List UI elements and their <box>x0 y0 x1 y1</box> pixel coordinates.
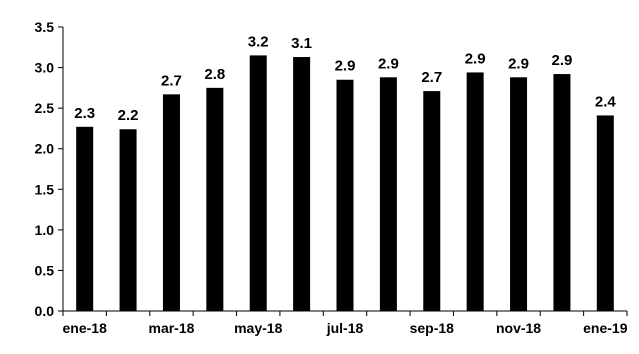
bar-value-label: 2.2 <box>118 107 139 124</box>
bar <box>423 91 441 311</box>
y-tick-label: 2.5 <box>35 100 55 116</box>
bar <box>293 57 311 311</box>
y-tick-label: 0.5 <box>35 262 55 278</box>
bar-value-label: 2.7 <box>161 72 182 89</box>
y-tick-label: 2.0 <box>35 141 55 157</box>
y-tick-label: 3.0 <box>35 60 55 76</box>
bar-value-label: 2.7 <box>421 69 442 86</box>
bar <box>466 72 484 311</box>
bar-value-label: 3.2 <box>248 33 269 50</box>
x-tick-label: nov-18 <box>496 320 541 336</box>
x-tick-label: ene-19 <box>583 320 628 336</box>
bar <box>553 74 571 311</box>
x-tick-label: sep-18 <box>410 320 455 336</box>
bar <box>510 77 528 312</box>
y-tick-label: 3.5 <box>35 19 55 35</box>
bar <box>379 77 397 312</box>
bar-value-label: 2.9 <box>335 58 356 75</box>
bar <box>162 94 180 311</box>
bar-value-label: 3.1 <box>291 35 312 52</box>
y-tick-label: 1.0 <box>35 222 55 238</box>
y-axis: 0.0 0.5 1.0 1.5 2.0 2.5 3.0 3.5 <box>35 19 64 319</box>
bar <box>76 126 94 311</box>
x-tick-label: may-18 <box>234 320 282 336</box>
x-axis: ene-18 mar-18 may-18 jul-18 sep-18 nov-18 ene-… <box>62 310 628 336</box>
bar-value-label: 2.9 <box>378 55 399 72</box>
bars <box>76 55 614 312</box>
bar-value-label: 2.3 <box>74 105 95 122</box>
bar-value-label: 2.9 <box>551 52 572 69</box>
x-tick-label: jul-18 <box>326 320 364 336</box>
x-tick-label: ene-18 <box>63 320 108 336</box>
bar-value-label: 2.9 <box>508 55 529 72</box>
bar-value-label: 2.8 <box>204 66 225 83</box>
y-tick-label: 0.0 <box>35 303 55 319</box>
bar <box>249 55 267 312</box>
bar <box>119 129 137 311</box>
bar <box>206 87 224 311</box>
bar <box>596 115 614 312</box>
y-tick-label: 1.5 <box>35 181 55 197</box>
bar-value-label: 2.4 <box>595 93 617 110</box>
x-tick-label: mar-18 <box>149 320 195 336</box>
bar-value-label: 2.9 <box>465 50 486 67</box>
bar <box>336 79 354 311</box>
data-labels: 2.3 2.2 2.7 2.8 3.2 3.1 2.9 2.9 2.7 2.9 2.9 2.9 2.4 <box>74 33 616 124</box>
